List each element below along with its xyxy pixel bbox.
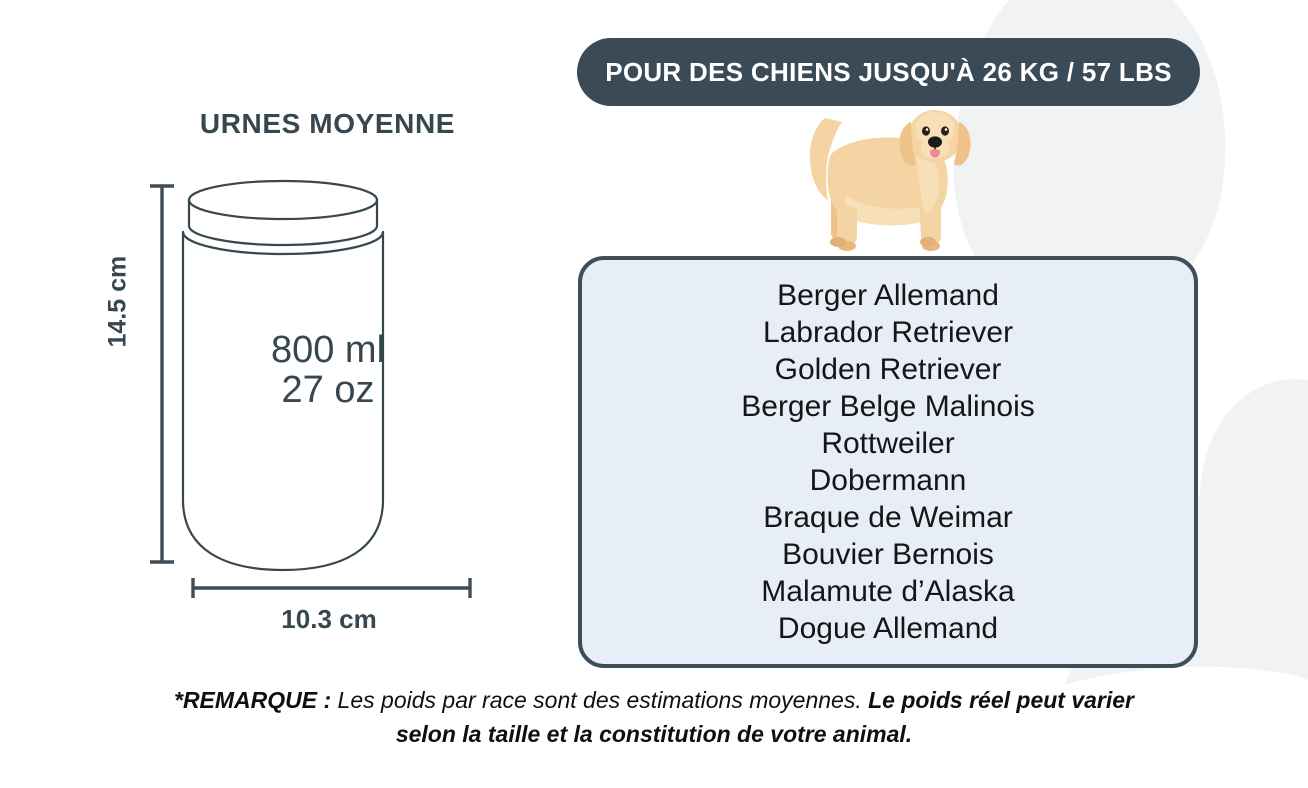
breed-list-item: Berger Allemand <box>777 279 999 312</box>
breed-list-item: Rottweiler <box>821 427 955 460</box>
weight-banner: POUR DES CHIENS JUSQU'À 26 KG / 57 LBS <box>577 38 1200 106</box>
footnote-regular: Les poids par race sont des estimations … <box>331 687 869 713</box>
breed-list-item: Labrador Retriever <box>762 316 1014 349</box>
footnote: *REMARQUE : Les poids par race sont des … <box>154 683 1154 751</box>
breed-list-item: Dobermann <box>809 464 967 497</box>
urn-volume-label: 800 ml 27 oz <box>186 330 470 410</box>
urn-width-label: 10.3 cm <box>281 604 377 634</box>
urn-volume-ml: 800 ml <box>270 329 386 371</box>
golden-retriever-icon <box>809 110 971 251</box>
urn-section-title: URNES MOYENNE <box>199 108 456 139</box>
breed-list-item: Bouvier Bernois <box>782 538 994 571</box>
weight-banner-text: POUR DES CHIENS JUSQU'À 26 KG / 57 LBS <box>605 56 1172 87</box>
urn-height-dimension-line <box>150 184 174 564</box>
breed-list-item: Dogue Allemand <box>777 612 999 645</box>
urn-illustration <box>150 179 472 598</box>
urn-width-dimension-line <box>191 578 472 598</box>
breed-list-box: Berger Allemand Labrador Retriever Golde… <box>578 256 1198 668</box>
breed-list-item: Malamute d’Alaska <box>761 575 1015 608</box>
breed-list-item: Berger Belge Malinois <box>741 390 1035 423</box>
urn-volume-oz: 27 oz <box>281 369 375 411</box>
urn-height-label: 14.5 cm <box>103 255 132 348</box>
breed-list-item: Golden Retriever <box>774 353 1002 386</box>
footnote-label: *REMARQUE : <box>174 687 332 713</box>
breed-list-item: Braque de Weimar <box>763 501 1013 534</box>
